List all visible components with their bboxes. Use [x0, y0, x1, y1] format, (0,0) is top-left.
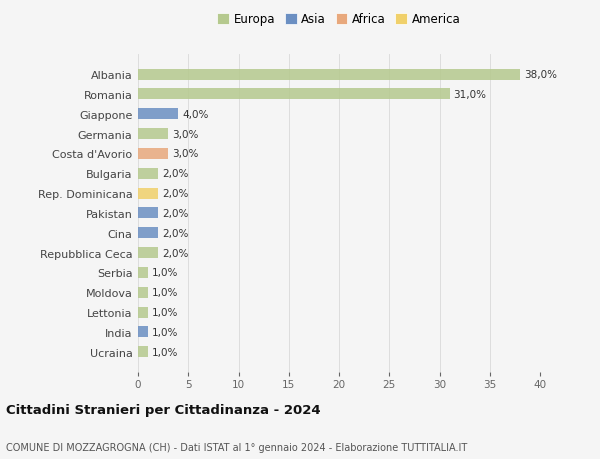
Text: 1,0%: 1,0% — [152, 308, 178, 317]
Bar — [138, 89, 449, 100]
Text: 31,0%: 31,0% — [454, 90, 487, 100]
Text: COMUNE DI MOZZAGROGNA (CH) - Dati ISTAT al 1° gennaio 2024 - Elaborazione TUTTIT: COMUNE DI MOZZAGROGNA (CH) - Dati ISTAT … — [6, 442, 467, 452]
Text: 38,0%: 38,0% — [524, 70, 557, 80]
Bar — [138, 129, 168, 140]
Bar — [138, 287, 148, 298]
Legend: Europa, Asia, Africa, America: Europa, Asia, Africa, America — [217, 13, 461, 27]
Text: 4,0%: 4,0% — [182, 110, 209, 119]
Bar — [138, 347, 148, 358]
Text: Cittadini Stranieri per Cittadinanza - 2024: Cittadini Stranieri per Cittadinanza - 2… — [6, 403, 320, 416]
Text: 1,0%: 1,0% — [152, 268, 178, 278]
Bar — [138, 228, 158, 239]
Bar — [138, 208, 158, 219]
Text: 3,0%: 3,0% — [172, 149, 199, 159]
Bar — [138, 267, 148, 278]
Text: 1,0%: 1,0% — [152, 347, 178, 357]
Text: 1,0%: 1,0% — [152, 327, 178, 337]
Text: 2,0%: 2,0% — [162, 169, 188, 179]
Bar — [138, 307, 148, 318]
Bar — [138, 327, 148, 338]
Bar — [138, 69, 520, 80]
Text: 3,0%: 3,0% — [172, 129, 199, 139]
Bar — [138, 168, 158, 179]
Bar — [138, 149, 168, 160]
Text: 2,0%: 2,0% — [162, 208, 188, 218]
Bar — [138, 247, 158, 258]
Bar — [138, 188, 158, 199]
Text: 2,0%: 2,0% — [162, 189, 188, 199]
Text: 2,0%: 2,0% — [162, 228, 188, 238]
Text: 2,0%: 2,0% — [162, 248, 188, 258]
Text: 1,0%: 1,0% — [152, 288, 178, 297]
Bar — [138, 109, 178, 120]
